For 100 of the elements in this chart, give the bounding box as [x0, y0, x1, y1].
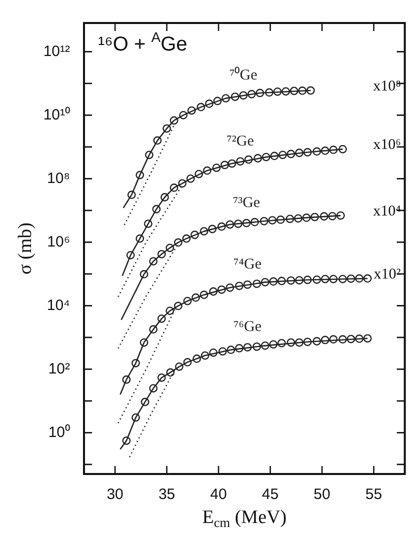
point — [202, 166, 212, 175]
point — [286, 338, 296, 347]
point — [166, 244, 174, 252]
point — [157, 250, 166, 258]
point — [250, 218, 259, 226]
point — [205, 99, 214, 108]
point — [187, 106, 196, 115]
y-tick-label: 10¹⁰ — [43, 106, 70, 124]
x-tick-label: 50 — [314, 486, 330, 504]
point — [136, 234, 144, 243]
point — [179, 110, 188, 120]
point — [192, 354, 201, 363]
point — [136, 170, 144, 180]
point — [140, 270, 148, 278]
point — [122, 375, 131, 384]
point — [183, 296, 192, 306]
y-tick-label: 10⁴ — [46, 296, 70, 314]
point — [160, 193, 169, 202]
point — [286, 150, 296, 158]
point — [226, 346, 236, 354]
point — [196, 102, 206, 112]
point — [243, 280, 252, 289]
point — [213, 96, 222, 106]
point — [312, 337, 322, 346]
point — [212, 164, 221, 172]
point — [209, 348, 218, 357]
y-tick-label: 10⁸ — [46, 170, 70, 187]
point — [175, 362, 184, 371]
point — [149, 325, 158, 334]
point — [149, 384, 158, 393]
point — [338, 335, 347, 344]
point — [166, 368, 175, 377]
x-tick-label: 35 — [158, 486, 176, 504]
x-tick-label: 45 — [262, 486, 279, 504]
point — [276, 216, 285, 224]
point — [295, 338, 304, 347]
y-axis-title: σ (mb) — [14, 222, 36, 274]
point — [254, 154, 262, 162]
annotation: x10⁶ — [373, 137, 401, 154]
point — [355, 274, 364, 283]
point — [277, 276, 286, 286]
point — [269, 277, 278, 286]
point — [127, 190, 136, 200]
point — [302, 214, 311, 222]
point — [182, 234, 191, 243]
point — [295, 276, 304, 285]
point — [320, 274, 330, 284]
point — [194, 170, 204, 178]
point — [140, 398, 150, 406]
point — [336, 211, 345, 220]
point — [338, 144, 347, 154]
point — [329, 146, 338, 154]
point — [273, 87, 282, 96]
point — [190, 230, 199, 240]
point — [282, 87, 290, 96]
y-tick-label: 10¹² — [43, 42, 70, 60]
point — [278, 150, 287, 160]
point — [320, 146, 330, 155]
point — [217, 285, 226, 294]
point — [270, 152, 279, 160]
point — [328, 212, 337, 220]
point — [126, 250, 135, 260]
point — [186, 174, 195, 183]
y-tick-label: 10⁰ — [48, 424, 70, 441]
point — [277, 338, 286, 348]
point — [320, 336, 330, 344]
point — [298, 86, 307, 95]
point — [303, 338, 312, 346]
point — [294, 214, 302, 223]
point — [303, 148, 312, 156]
point — [153, 136, 162, 145]
series-label: ⁷⁴Ge — [234, 256, 262, 273]
point — [152, 204, 161, 214]
point — [230, 92, 240, 101]
point — [247, 90, 256, 98]
point — [226, 283, 234, 292]
point — [363, 334, 372, 343]
point — [265, 88, 274, 97]
x-tick-label: 40 — [210, 486, 227, 504]
y-tick-label: 10² — [48, 360, 70, 378]
series-label: ⁷⁶Ge — [234, 319, 262, 336]
point — [132, 413, 140, 422]
point — [149, 257, 158, 266]
point — [166, 306, 174, 315]
point — [320, 212, 328, 221]
y-tick-label: 10⁶ — [47, 233, 70, 250]
point — [252, 280, 262, 288]
point — [295, 148, 304, 158]
point — [209, 287, 218, 296]
point — [268, 216, 277, 224]
point — [178, 179, 187, 188]
x-tick-label: 55 — [365, 486, 382, 504]
point — [269, 340, 278, 349]
point — [252, 342, 262, 351]
point — [286, 276, 296, 285]
point — [217, 222, 226, 231]
point — [306, 86, 315, 95]
point — [363, 274, 372, 283]
annotation: x10⁴ — [373, 203, 401, 220]
point — [260, 278, 270, 286]
